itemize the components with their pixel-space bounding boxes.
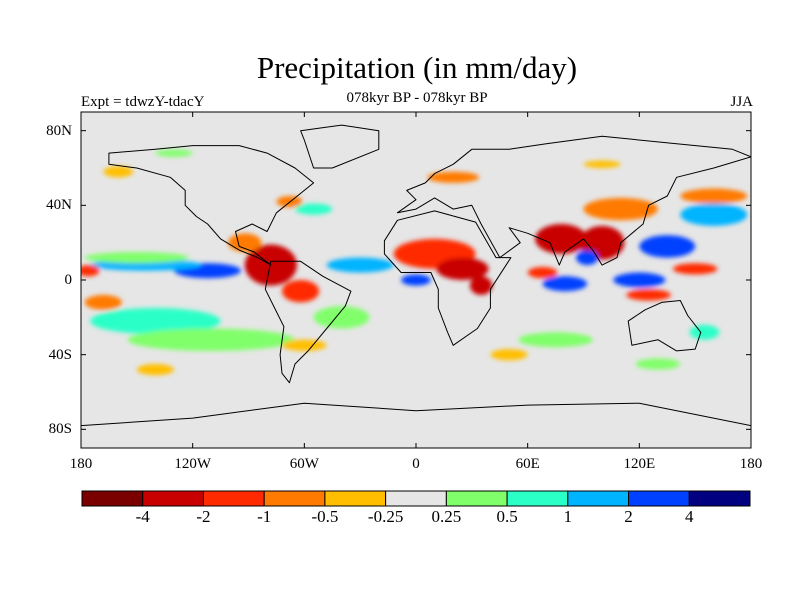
x-tick-label: 120W (174, 456, 211, 472)
colorbar-swatch (142, 490, 204, 507)
chart-subtitle: 078kyr BP - 078kyr BP (346, 90, 488, 106)
y-tick-label: 80N (46, 122, 72, 139)
y-tick-label: 40S (48, 346, 72, 363)
anomaly-china-orange (583, 197, 658, 221)
anomaly-gulf-guinea-wet (401, 274, 431, 286)
y-tick-label: 40N (46, 197, 72, 214)
coastline-australia (627, 300, 702, 352)
x-tick-label: 60W (289, 456, 319, 472)
anomaly-north-atlantic-orange (276, 196, 303, 208)
anomaly-south-indian-orange (490, 349, 528, 361)
anomaly-siberia-orange (583, 160, 621, 168)
colorbar (81, 490, 751, 507)
colorbar-label: -2 (196, 507, 211, 526)
anomaly-pacific-red-west (81, 265, 100, 277)
anomaly-alaska-orange (103, 166, 134, 178)
colorbar-swatch (628, 490, 690, 507)
anomaly-nw-pacific-cyan (680, 203, 748, 226)
axis-ticks (80, 112, 752, 448)
x-tick-label: 120E (623, 456, 656, 472)
coastline-north-america (108, 145, 315, 266)
anomaly-west-pacific-wet (639, 235, 696, 258)
coastline-africa (383, 210, 512, 346)
anomaly-subtropical-pacific-cyan (90, 308, 221, 335)
coastline-greenland (300, 124, 380, 169)
x-tick-label: 180 (739, 456, 763, 472)
colorbar-label: 4 (685, 507, 694, 526)
colorbar-swatch (506, 490, 569, 507)
coastlines (81, 124, 751, 448)
colorbar-swatch (81, 490, 144, 507)
coastline-south-america (264, 260, 352, 384)
anomaly-gulf-mexico-dry (228, 233, 262, 253)
x-tick-label: 60E (515, 456, 540, 472)
y-tick-label: 0 (64, 272, 73, 288)
colorbar-label: -0.25 (367, 507, 404, 526)
x-tick-label: 180 (69, 456, 93, 472)
anomaly-maritime-dry (626, 289, 671, 301)
anomaly-arctic-green (155, 149, 193, 157)
colorbar-swatch (263, 490, 326, 507)
y-tick-label: 80S (48, 421, 72, 438)
anomaly-indian-ocean-wet (542, 276, 588, 292)
anomaly-bay-bengal-wet (576, 250, 599, 266)
coastline-antarctica (81, 402, 751, 448)
colorbar-label: 0.5 (496, 507, 518, 526)
anomaly-west-pacific-dry (672, 263, 718, 275)
anomaly-south-pacific-orange (136, 364, 175, 376)
anomaly-southern-ocean-green (635, 358, 681, 370)
anomaly-north-atlantic-cyan (295, 203, 333, 215)
anomaly-india-dry (535, 224, 588, 254)
colorbar-label: 0.25 (431, 507, 462, 526)
season-label: JJA (730, 94, 753, 110)
anomaly-maritime-wet (613, 272, 666, 288)
coastline-eurasia (396, 135, 751, 266)
x-tick-label: 0 (412, 456, 420, 472)
anomaly-europe-orange (427, 171, 480, 183)
colorbar-label: 1 (563, 507, 573, 526)
anomaly-nw-pacific-orange (680, 188, 748, 204)
anomaly-south-pacific-green (127, 328, 296, 351)
colorbar-swatch (385, 490, 447, 507)
anomaly-amazon-dry (282, 280, 320, 303)
colorbar-swatch (445, 490, 508, 507)
colorbar-label: -4 (135, 507, 150, 526)
colorbar-label: -0.5 (311, 507, 339, 526)
colorbar-swatch (324, 490, 387, 507)
anomaly-indian-ocean-dry (527, 266, 558, 279)
anomaly-east-africa-dry (469, 276, 493, 295)
anomaly-tropical-pacific-green (84, 252, 189, 264)
anomaly-pacific-orange-south (84, 294, 122, 310)
colorbar-label: 2 (624, 507, 633, 526)
anomaly-atlantic-green (313, 306, 370, 329)
colorbar-swatch (567, 490, 630, 507)
anomaly-south-indian-green (518, 332, 593, 348)
chart-title: Precipitation (in mm/day) (256, 50, 578, 85)
anomaly-australia-cyan (689, 324, 720, 340)
colorbar-label: -1 (257, 507, 272, 526)
anomaly-southern-ocean-orange (282, 339, 327, 351)
experiment-label: Expt = tdwzY-tdacY (81, 94, 205, 110)
colorbar-swatch (688, 490, 751, 507)
anomaly-sahel-dry-core (436, 257, 489, 280)
anomaly-atlantic-wet (326, 257, 394, 273)
colorbar-swatch (202, 490, 265, 507)
